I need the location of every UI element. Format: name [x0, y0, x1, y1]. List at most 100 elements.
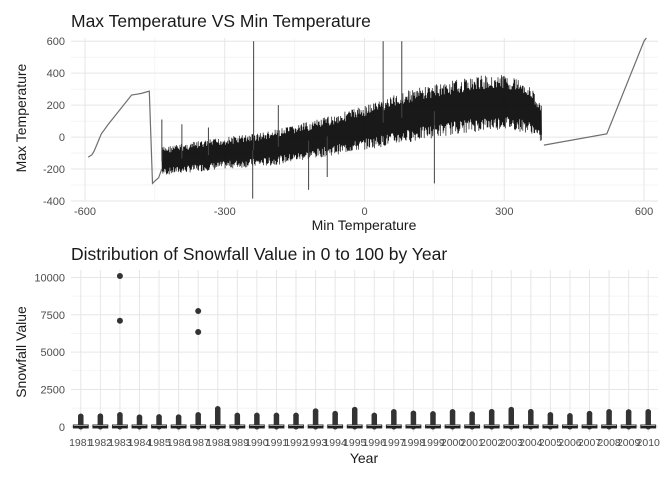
- outlier-point: [273, 412, 280, 419]
- temp-chart-y-ticks: -400 -200 0 200 400 600: [43, 36, 65, 208]
- boxplot-1981: [72, 413, 89, 430]
- outlier-point: [78, 413, 84, 420]
- outlier-point: [293, 412, 299, 419]
- outlier-point: [528, 408, 534, 415]
- boxplot-1983: [111, 272, 128, 430]
- boxplot-1986: [170, 414, 187, 430]
- extreme-outlier-point: [195, 328, 202, 335]
- snowfall-chart-title: Distribution of Snowfall Value in 0 to 1…: [71, 244, 447, 264]
- boxplot-1996: [366, 412, 383, 430]
- outlier-point: [215, 406, 221, 412]
- year-tick-label: 1981: [69, 437, 93, 449]
- year-tick-label: 2007: [578, 437, 602, 449]
- y-tick-label: -400: [43, 196, 65, 208]
- extreme-outlier-point: [195, 308, 202, 315]
- x-tick-label: -600: [74, 206, 96, 218]
- outlier-point: [156, 414, 162, 420]
- year-tick-label: 1994: [323, 437, 347, 449]
- boxplot-2004: [522, 408, 539, 430]
- year-tick-label: 2005: [539, 437, 563, 449]
- year-tick-label: 2006: [558, 437, 582, 449]
- boxplot-2007: [581, 410, 598, 430]
- x-tick-label: 0: [361, 206, 367, 218]
- x-tick-label: 600: [635, 206, 653, 218]
- snowfall-chart-grid: [71, 270, 658, 432]
- boxplot-2010: [640, 409, 657, 430]
- boxplot-1998: [405, 410, 422, 430]
- year-tick-label: 2000: [441, 437, 465, 449]
- year-tick-label: 2004: [519, 437, 543, 449]
- year-tick-label: 1986: [167, 437, 191, 449]
- outlier-point: [332, 410, 338, 417]
- temperature-line-left: [87, 90, 163, 185]
- outlier-point: [547, 412, 554, 418]
- snowfall-chart-y-axis-title: Snowfall Value: [13, 306, 29, 398]
- outlier-point: [625, 409, 632, 415]
- y-tick-label: 7500: [41, 310, 65, 322]
- outlier-point: [312, 408, 319, 414]
- y-tick-label: 600: [47, 36, 65, 48]
- outlier-point: [430, 411, 436, 417]
- snowfall-chart: Distribution of Snowfall Value in 0 to 1…: [13, 244, 660, 466]
- boxplot-1995: [346, 406, 363, 430]
- outlier-point: [449, 409, 456, 415]
- y-tick-label: 400: [47, 68, 65, 80]
- outlier-point: [645, 409, 651, 415]
- boxplot-2000: [444, 409, 461, 430]
- boxplot-2005: [542, 412, 559, 430]
- outlier-point: [352, 406, 358, 413]
- temperature-line-right: [543, 37, 647, 146]
- boxplot-1985: [151, 414, 167, 430]
- year-tick-label: 1998: [402, 437, 426, 449]
- temp-chart: Max Temperature VS Min Temperature -400-…: [13, 11, 658, 233]
- outlier-point: [195, 412, 201, 418]
- outlier-point: [234, 412, 241, 419]
- outlier-point: [410, 410, 417, 417]
- year-tick-label: 1983: [108, 437, 132, 449]
- y-tick-label: 200: [47, 100, 65, 112]
- boxplot-1994: [327, 410, 344, 430]
- outlier-point: [117, 412, 123, 418]
- year-tick-label: 1993: [304, 437, 328, 449]
- outlier-point: [488, 408, 495, 415]
- y-tick-label: 2500: [41, 384, 65, 396]
- outlier-point: [508, 406, 514, 413]
- boxplot-1990: [248, 412, 265, 430]
- snowfall-chart-y-ticks: 0 2500 5000 7500 10000: [34, 272, 65, 433]
- outlier-point: [371, 412, 377, 419]
- year-tick-label: 2010: [637, 437, 661, 449]
- boxplot-1999: [425, 411, 441, 430]
- outlier-point: [567, 413, 573, 419]
- year-tick-label: 2002: [480, 437, 504, 449]
- year-tick-label: 2009: [617, 437, 641, 449]
- y-tick-label: -200: [43, 164, 65, 176]
- boxplot-1982: [92, 413, 109, 430]
- boxplot-1984: [131, 414, 148, 430]
- year-tick-label: 1997: [382, 437, 406, 449]
- temp-chart-y-axis-title: Max Temperature: [13, 63, 29, 172]
- x-tick-label: -300: [214, 206, 236, 218]
- year-tick-label: 1984: [128, 437, 152, 449]
- year-tick-label: 1992: [284, 437, 308, 449]
- temp-chart-lines: [87, 37, 647, 199]
- boxplot-2009: [620, 409, 637, 430]
- snowfall-chart-boxes: [72, 272, 657, 430]
- year-tick-label: 1982: [89, 437, 113, 449]
- year-tick-label: 1991: [265, 437, 289, 449]
- extreme-outlier-point: [116, 317, 123, 324]
- temperature-line-dense: [161, 75, 542, 175]
- boxplot-2006: [562, 413, 578, 430]
- temp-chart-x-ticks: -600 -300 0 300 600: [74, 206, 653, 218]
- boxplot-1997: [385, 409, 402, 430]
- year-tick-label: 1987: [187, 437, 211, 449]
- boxplot-2001: [464, 411, 481, 430]
- y-tick-label: 10000: [34, 272, 65, 284]
- temp-chart-x-axis-title: Min Temperature: [312, 217, 417, 233]
- outlier-point: [97, 413, 104, 419]
- boxplot-2008: [601, 409, 618, 430]
- outlier-point: [136, 414, 143, 420]
- year-tick-label: 2008: [597, 437, 621, 449]
- boxplot-2003: [503, 406, 520, 430]
- extreme-outlier-point: [116, 272, 123, 279]
